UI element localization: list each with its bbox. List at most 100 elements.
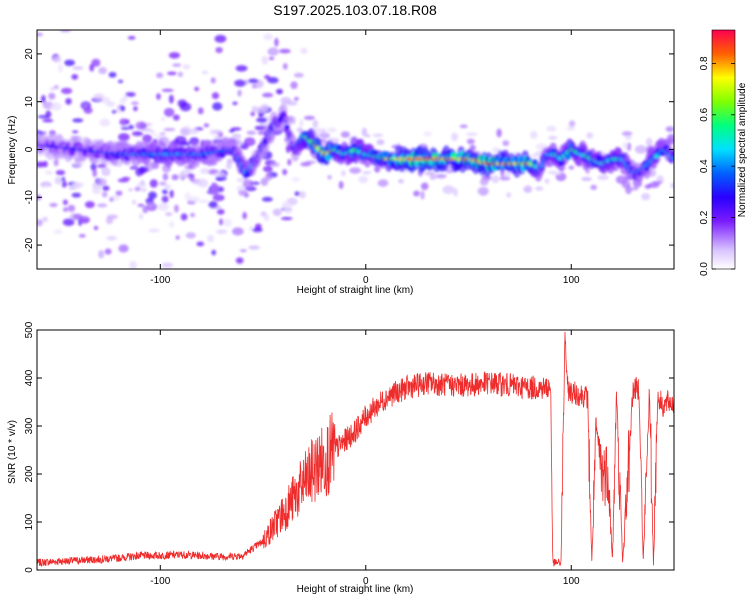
colorbar-label: Normalized spectral amplitude [737,82,748,217]
spectral-blob [45,170,53,175]
spectral-blob [377,179,389,187]
spectral-blob [219,218,224,226]
spectral-blob [59,30,71,33]
spectral-blob [267,47,279,56]
spectral-blob [420,190,425,200]
spectral-blob [120,105,126,112]
spectral-blob [294,96,299,101]
spectral-blob [544,178,550,184]
spectral-blob [131,101,139,105]
spectral-blob [279,48,291,54]
spectral-blob [187,128,199,135]
spectral-blob [551,171,562,176]
spectral-blob [149,130,155,134]
spectral-blob [214,34,227,43]
spectral-blob [254,106,265,114]
spectral-blob [138,213,144,220]
spectral-blob [140,179,145,186]
spectral-blob [60,87,73,95]
spectral-blob [117,178,130,183]
spectral-blob [78,234,86,238]
spectral-blob [546,125,557,132]
spectral-blob [548,135,558,140]
spectral-blob [665,126,674,132]
spectral-blob [372,133,384,138]
y-tick-label: 500 [24,321,35,338]
spectral-blob [37,32,44,37]
x-tick-label: 0 [363,576,369,587]
spectral-blob [149,179,158,188]
spectral-blob [148,191,157,200]
spectral-blob [466,138,475,145]
spectral-blob [300,162,312,167]
spectral-blob [142,134,153,143]
spectral-blob [263,213,270,222]
spectral-blob [597,174,609,181]
spectral-blob [37,161,45,168]
spectrogram-heatmap [37,30,674,269]
spectral-blob [293,72,304,78]
spectral-blob [254,125,267,131]
spectral-blob [197,107,204,115]
x-tick-label: 100 [563,275,580,286]
spectral-blob [376,139,385,146]
spectral-blob [340,131,350,138]
spectral-blob [37,115,49,119]
spectral-blob [79,218,90,224]
spectral-blob [581,176,592,182]
spectral-blob [670,182,674,189]
y-tick-label: 300 [24,417,35,434]
spectral-blob [261,55,269,65]
spectral-blob [160,117,166,122]
spectral-blob [242,211,247,220]
y-tick-label: 100 [24,513,35,530]
spectral-blob [232,227,244,236]
spectral-blob [97,163,107,169]
spectral-blob [185,232,196,239]
y-tick-label: 10 [24,96,35,108]
spectral-blob [118,244,129,253]
spectral-blob [96,203,108,208]
spectral-blob [72,161,85,167]
colorbar-tick-label: 0.4 [699,159,710,173]
snr-series-line [37,331,674,568]
spectral-blob [159,132,166,136]
spectral-blob [263,33,273,41]
y-tick-label: 20 [24,48,35,60]
spectral-blob [65,98,72,105]
spectral-blob [625,136,632,140]
colorbar: 0.0 0.2 0.4 0.6 0.8 Normalized spectral ampl… [699,29,748,276]
spectral-blob [72,118,84,123]
spectral-blob [53,158,59,167]
spectral-blob [319,132,330,139]
spectral-blob [469,144,476,151]
spectral-blob [429,173,437,180]
spectral-blob [260,177,269,187]
spectral-blob [161,88,174,92]
spectral-blob [180,213,188,221]
spectral-blob [312,119,319,128]
spectral-blob [645,137,653,147]
spectral-blob [282,168,288,176]
spectral-blob [248,225,253,232]
spectral-blob [420,182,429,191]
spectral-blob [189,212,196,218]
spectral-blob [50,102,62,111]
spectral-blob [188,196,200,203]
spectral-blob [141,188,147,193]
spectral-blob [53,56,62,63]
y-tick-label: -10 [24,190,35,205]
spectral-blob [530,130,538,140]
spectral-blob [275,88,283,95]
spectral-blob [42,118,54,123]
spectral-blob [106,214,119,220]
spectral-blob [61,176,66,182]
spectral-blob [178,172,184,180]
spectral-blob [161,195,169,204]
spectral-blob [234,79,246,87]
spectral-blob [586,132,594,139]
spectral-blob [168,52,181,59]
colorbar-ticks: 0.0 0.2 0.4 0.6 0.8 [699,56,735,276]
